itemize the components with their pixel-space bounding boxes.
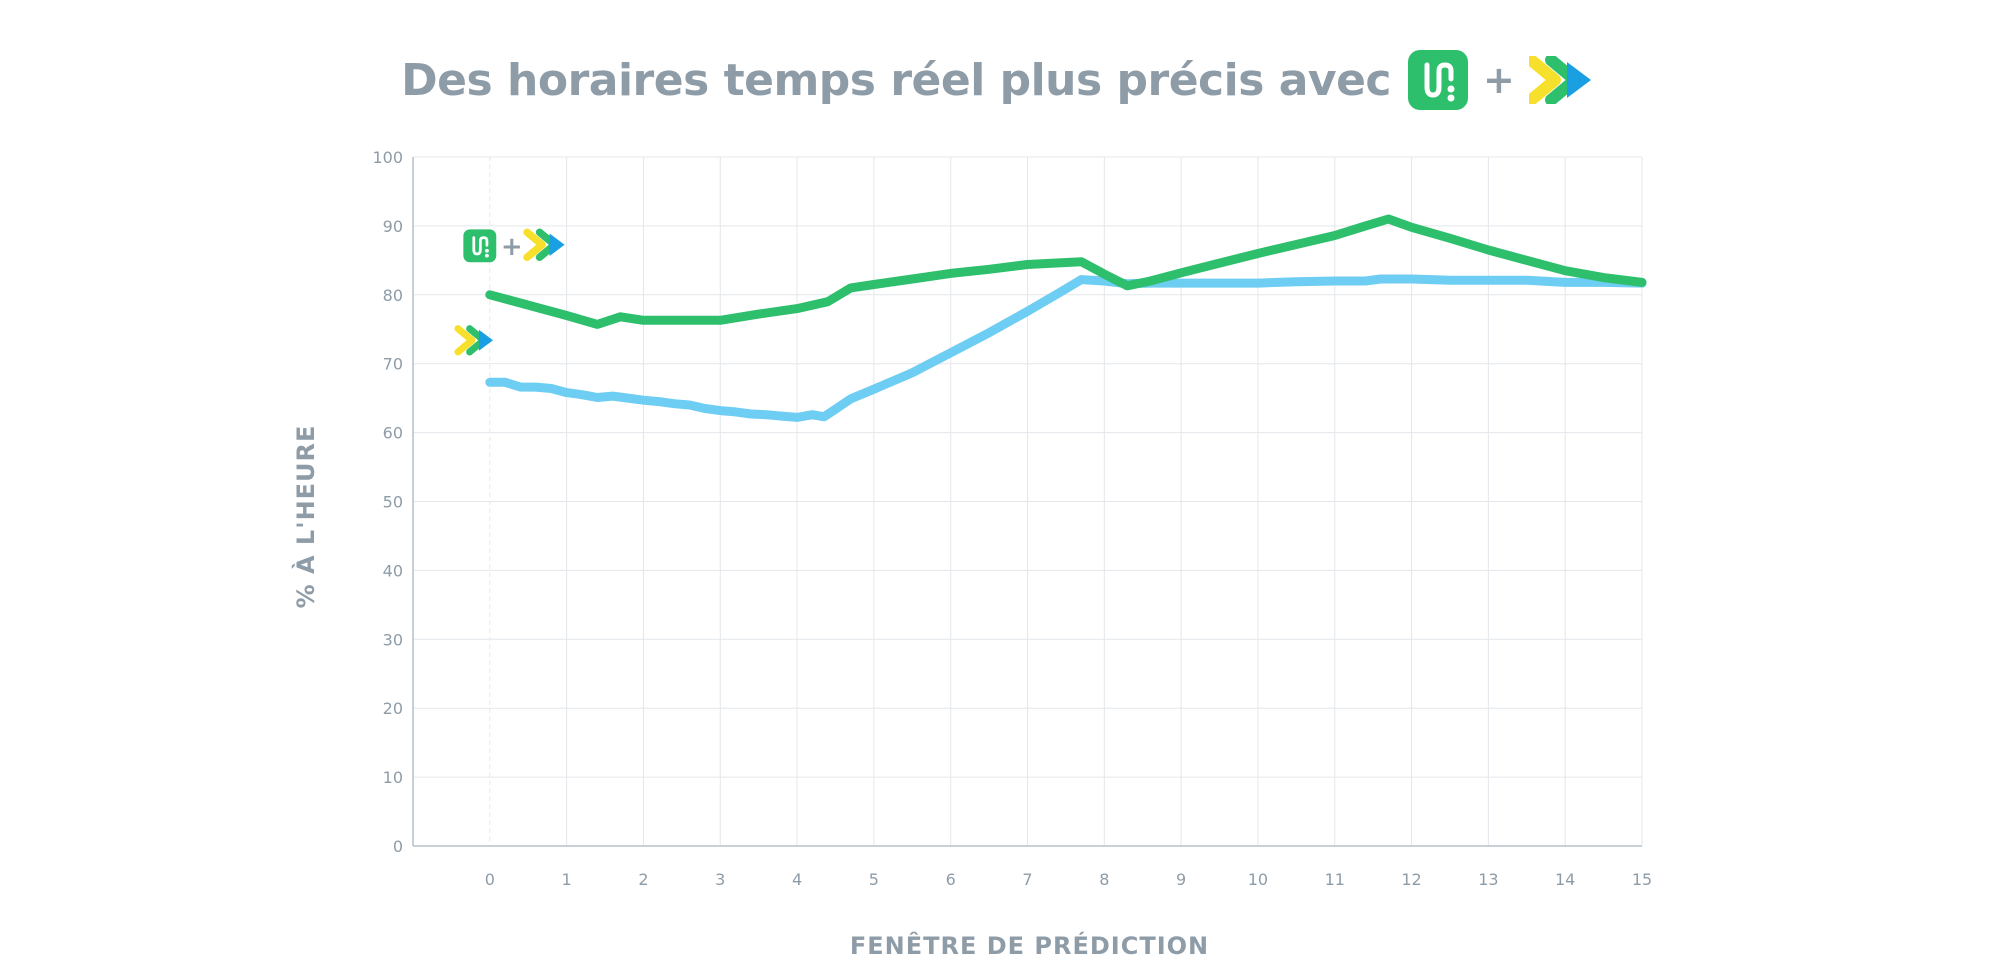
x-tick-label: 6 xyxy=(946,870,956,889)
series-line xyxy=(485,274,1647,422)
series-labels: + xyxy=(454,228,565,356)
chart-title-text: Des horaires temps réel plus précis avec xyxy=(401,54,1392,106)
series-label-plus: + xyxy=(501,232,523,262)
partner-arrows-icon xyxy=(523,228,565,262)
x-tick-label: 10 xyxy=(1248,870,1268,889)
transit-app-icon xyxy=(1408,50,1469,110)
series xyxy=(485,214,1647,422)
x-tick-label: 11 xyxy=(1325,870,1345,889)
series-line xyxy=(485,214,1647,329)
y-tick-label: 20 xyxy=(383,699,403,718)
x-tick-label: 7 xyxy=(1022,870,1032,889)
x-tick-label: 0 xyxy=(485,870,495,889)
x-axis-title: FENÊTRE DE PRÉDICTION xyxy=(850,931,1209,960)
partner-arrows-icon xyxy=(454,325,493,356)
x-tick-label: 2 xyxy=(638,870,648,889)
chart-title: Des horaires temps réel plus précis avec… xyxy=(0,45,2000,115)
x-tick-label: 13 xyxy=(1478,870,1498,889)
y-tick-label: 80 xyxy=(383,286,403,305)
y-tick-label: 70 xyxy=(383,355,403,374)
x-tick-label: 3 xyxy=(715,870,725,889)
y-tick-label: 10 xyxy=(383,768,403,787)
y-tick-label: 30 xyxy=(383,630,403,649)
y-tick-label: 100 xyxy=(372,148,403,167)
axes: 0 1 2 3 4 5 6 7 8 9 10 11 12 13 14 15010203040506070809… xyxy=(372,148,1652,889)
transit-app-icon xyxy=(463,229,497,263)
x-tick-label: 14 xyxy=(1555,870,1575,889)
y-tick-label: 60 xyxy=(383,424,403,443)
x-tick-label: 15 xyxy=(1632,870,1652,889)
x-tick-label: 12 xyxy=(1401,870,1421,889)
partner-arrows-icon xyxy=(1528,56,1591,104)
x-tick-label: 9 xyxy=(1176,870,1186,889)
y-axis-title: % À L'HEURE xyxy=(291,425,320,609)
x-tick-label: 1 xyxy=(562,870,572,889)
y-tick-label: 0 xyxy=(393,837,403,856)
y-tick-label: 40 xyxy=(383,561,403,580)
x-tick-label: 5 xyxy=(869,870,879,889)
x-tick-label: 8 xyxy=(1099,870,1109,889)
y-tick-label: 90 xyxy=(383,217,403,236)
title-plus-sign: + xyxy=(1483,58,1515,102)
y-tick-label: 50 xyxy=(383,493,403,512)
x-tick-label: 4 xyxy=(792,870,802,889)
